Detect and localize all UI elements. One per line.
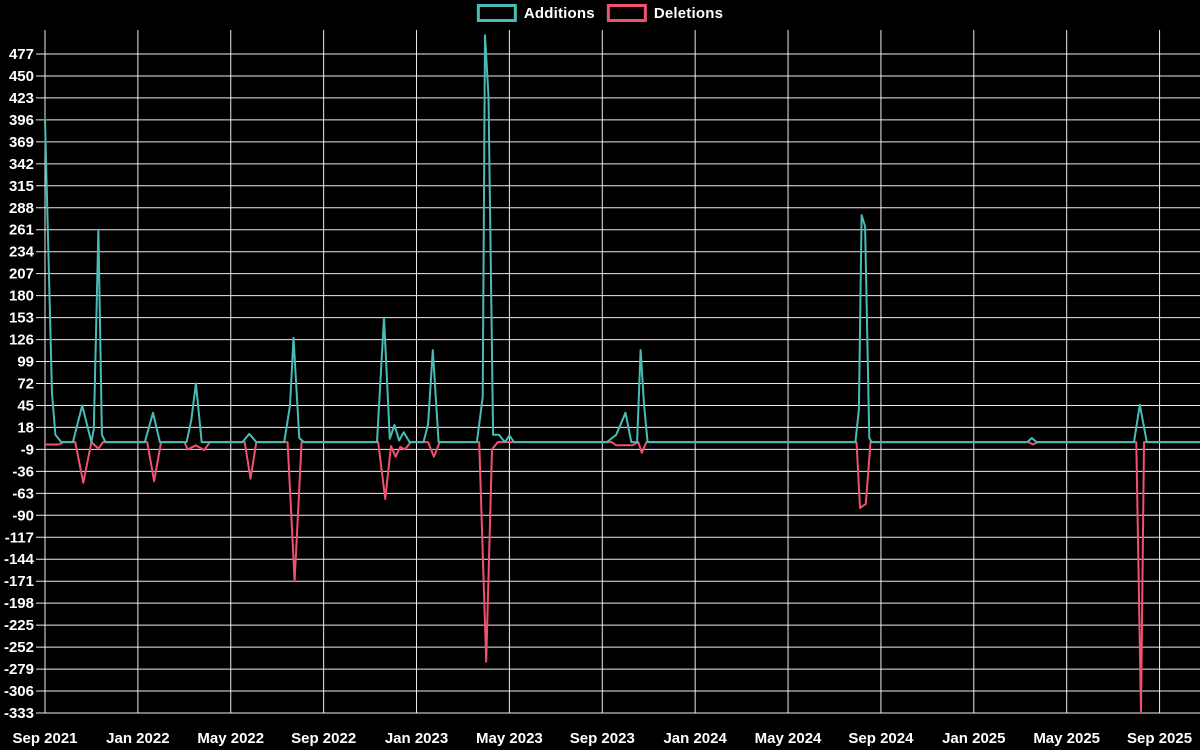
legend-label-deletions: Deletions xyxy=(653,4,724,22)
y-tick-label: -333 xyxy=(4,705,34,722)
legend-item-deletions[interactable]: Deletions xyxy=(606,4,724,22)
y-tick-label: 18 xyxy=(17,419,34,436)
deletions-swatch-icon xyxy=(606,4,647,22)
x-tick-label: Sep 2021 xyxy=(12,730,77,747)
y-tick-label: 315 xyxy=(9,178,34,195)
legend: Additions Deletions xyxy=(476,4,724,22)
y-tick-label: 369 xyxy=(9,134,34,151)
y-tick-label: -90 xyxy=(12,507,34,524)
y-tick-label: -225 xyxy=(4,617,34,634)
y-tick-label: 99 xyxy=(17,354,34,371)
y-tick-label: -279 xyxy=(4,661,34,678)
y-tick-label: -63 xyxy=(12,485,34,502)
y-tick-label: 477 xyxy=(9,46,34,63)
horizontal-gridlines xyxy=(36,53,1200,714)
x-tick-label: May 2022 xyxy=(197,730,264,747)
x-tick-label: Jan 2023 xyxy=(385,730,448,747)
x-tick-label: Jan 2022 xyxy=(106,730,169,747)
legend-label-additions: Additions xyxy=(523,4,595,22)
additions-swatch-icon xyxy=(476,4,517,22)
x-tick-label: Sep 2023 xyxy=(570,730,635,747)
y-tick-label: 234 xyxy=(9,244,35,261)
y-tick-label: -9 xyxy=(21,441,34,458)
x-tick-label: May 2024 xyxy=(755,730,822,747)
x-tick-label: Jan 2024 xyxy=(663,730,727,747)
x-tick-label: Sep 2025 xyxy=(1127,730,1192,747)
deletions-line xyxy=(44,441,1200,714)
y-tick-label: 396 xyxy=(9,112,34,129)
y-tick-label: -171 xyxy=(4,573,34,590)
y-tick-label: -117 xyxy=(5,529,34,546)
y-tick-label: -198 xyxy=(4,595,34,612)
y-axis-labels: 477 450 423 396 369 342 315 288 261 234 207 180 153 1… xyxy=(4,46,35,722)
y-tick-label: 342 xyxy=(9,156,34,173)
y-tick-label: 153 xyxy=(9,310,34,327)
y-tick-label: 450 xyxy=(9,68,34,85)
x-tick-label: Sep 2022 xyxy=(291,730,356,747)
x-tick-label: Sep 2024 xyxy=(848,730,914,747)
y-tick-label: 126 xyxy=(9,332,34,349)
y-tick-label: 423 xyxy=(9,90,34,107)
data-series xyxy=(44,34,1200,714)
y-tick-label: 261 xyxy=(9,222,34,239)
x-tick-label: Jan 2025 xyxy=(942,730,1005,747)
y-tick-label: -36 xyxy=(12,463,34,480)
y-tick-label: 288 xyxy=(9,200,34,217)
y-tick-label: 72 xyxy=(17,376,34,393)
vertical-gridlines xyxy=(44,30,1161,713)
x-axis-labels: Sep 2021 Jan 2022 May 2022 Sep 2022 Jan 2023… xyxy=(12,730,1192,747)
y-tick-label: -144 xyxy=(4,551,35,568)
x-tick-label: May 2023 xyxy=(476,730,543,747)
x-tick-label: May 2025 xyxy=(1033,730,1100,747)
legend-item-additions[interactable]: Additions xyxy=(476,4,595,22)
y-tick-label: -306 xyxy=(4,683,34,700)
y-tick-label: 180 xyxy=(9,288,34,305)
additions-line xyxy=(44,34,1200,444)
y-tick-label: -252 xyxy=(4,639,34,656)
y-tick-label: 207 xyxy=(9,266,34,283)
y-tick-label: 45 xyxy=(17,397,34,414)
